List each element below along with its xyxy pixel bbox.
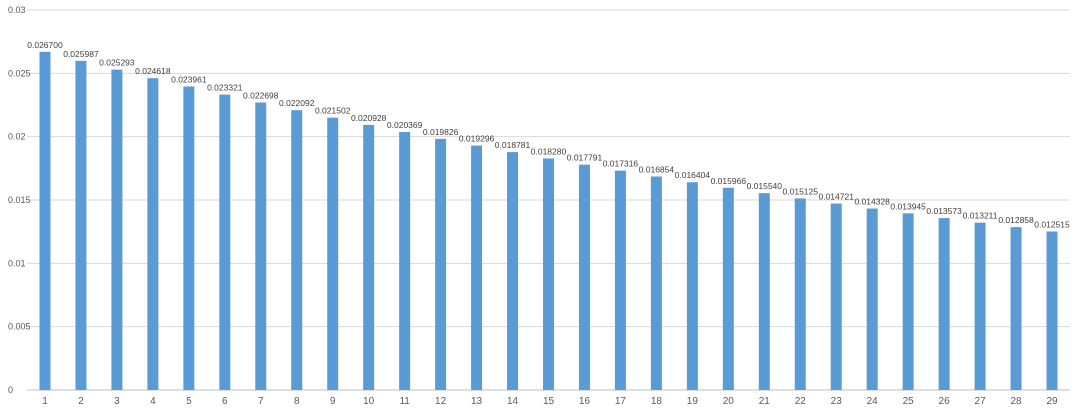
bar xyxy=(183,86,195,390)
bar xyxy=(435,138,447,390)
bar xyxy=(758,193,770,390)
x-tick-label: 19 xyxy=(687,396,699,407)
bar xyxy=(255,102,267,390)
y-tick-label: 0.005 xyxy=(8,322,31,332)
bar xyxy=(291,110,303,390)
x-tick-label: 20 xyxy=(723,396,735,407)
y-tick-label: 0 xyxy=(8,385,13,395)
data-label: 0.014721 xyxy=(818,192,854,202)
x-tick-label: 28 xyxy=(1010,396,1022,407)
x-tick-label: 1 xyxy=(42,396,48,407)
x-tick-label: 3 xyxy=(114,396,120,407)
x-tick-label: 16 xyxy=(579,396,591,407)
data-label: 0.016404 xyxy=(675,170,711,180)
x-tick-label: 29 xyxy=(1046,396,1058,407)
data-label: 0.022698 xyxy=(243,90,279,100)
bar xyxy=(507,152,519,390)
bar xyxy=(830,203,842,390)
bar xyxy=(902,213,914,390)
data-label: 0.023961 xyxy=(171,74,207,84)
x-tick-label: 12 xyxy=(435,396,447,407)
bar xyxy=(938,218,950,390)
x-tick-label: 14 xyxy=(507,396,519,407)
x-tick-label: 10 xyxy=(363,396,375,407)
data-label: 0.024618 xyxy=(135,66,171,76)
bar xyxy=(39,51,51,391)
x-tick-label: 4 xyxy=(150,396,156,407)
x-tick-label: 18 xyxy=(651,396,663,407)
bar xyxy=(722,187,734,390)
data-label: 0.015540 xyxy=(747,181,783,191)
x-tick-label: 27 xyxy=(975,396,987,407)
x-tick-label: 26 xyxy=(939,396,951,407)
data-label: 0.013945 xyxy=(890,201,926,211)
bar xyxy=(578,164,590,390)
x-tick-label: 15 xyxy=(543,396,555,407)
data-label: 0.015966 xyxy=(711,176,747,186)
data-label: 0.017791 xyxy=(567,153,603,163)
bar xyxy=(543,158,554,390)
bar xyxy=(794,198,806,390)
data-label: 0.020369 xyxy=(387,120,423,130)
y-tick-label: 0.02 xyxy=(8,132,26,142)
y-tick-label: 0.01 xyxy=(8,258,26,268)
bar xyxy=(614,170,626,390)
data-label: 0.016854 xyxy=(639,165,675,175)
x-tick-label: 17 xyxy=(615,396,627,407)
data-label: 0.023321 xyxy=(207,83,243,93)
x-tick-label: 6 xyxy=(222,396,228,407)
data-label: 0.013573 xyxy=(926,206,962,216)
y-tick-label: 0.015 xyxy=(8,195,31,205)
bar xyxy=(974,222,986,390)
data-label: 0.019296 xyxy=(459,134,495,144)
data-label: 0.017316 xyxy=(603,159,639,169)
bar xyxy=(866,208,878,390)
bar xyxy=(650,176,662,390)
bar xyxy=(147,78,159,390)
bar xyxy=(363,124,375,391)
x-tick-label: 23 xyxy=(831,396,843,407)
x-tick-label: 25 xyxy=(903,396,915,407)
x-tick-label: 21 xyxy=(759,396,771,407)
bar xyxy=(219,94,231,390)
x-tick-label: 9 xyxy=(330,396,336,407)
y-tick-label: 0.025 xyxy=(8,68,31,78)
bar xyxy=(471,145,483,390)
bar xyxy=(1046,231,1058,390)
data-label: 0.019826 xyxy=(423,127,459,137)
x-tick-label: 22 xyxy=(795,396,807,407)
data-label: 0.025293 xyxy=(99,58,135,68)
data-label: 0.026700 xyxy=(27,40,63,50)
data-label: 0.020928 xyxy=(351,113,387,123)
bar xyxy=(686,182,698,390)
y-tick-label: 0.03 xyxy=(8,5,26,15)
x-tick-label: 7 xyxy=(258,396,264,407)
bar xyxy=(111,69,123,390)
data-label: 0.012858 xyxy=(998,215,1034,225)
data-label: 0.015125 xyxy=(783,186,819,196)
data-label: 0.014328 xyxy=(854,197,890,207)
data-label: 0.025987 xyxy=(63,49,99,59)
x-tick-label: 13 xyxy=(471,396,483,407)
data-label: 0.018781 xyxy=(495,140,531,150)
bar xyxy=(327,117,339,391)
data-label: 0.013211 xyxy=(963,211,998,221)
data-label: 0.018280 xyxy=(531,146,567,156)
x-tick-label: 8 xyxy=(294,396,300,407)
data-label: 0.022092 xyxy=(279,98,315,108)
x-tick-label: 2 xyxy=(78,396,84,407)
data-label: 0.012515 xyxy=(1034,219,1070,229)
x-tick-label: 5 xyxy=(186,396,192,407)
data-label: 0.021502 xyxy=(315,106,351,116)
x-tick-label: 11 xyxy=(399,396,410,407)
bar xyxy=(399,131,411,390)
x-tick-label: 24 xyxy=(867,396,879,407)
bar xyxy=(75,60,87,391)
bar xyxy=(1010,227,1022,390)
